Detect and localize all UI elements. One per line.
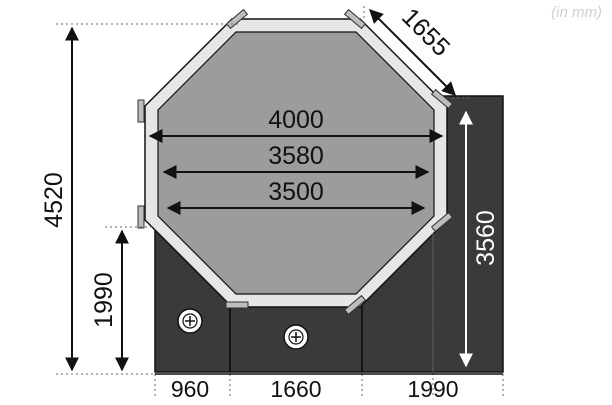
- label-1660: 1660: [270, 376, 321, 400]
- label-1990-bottom: 1990: [407, 376, 458, 400]
- units-note: (in mm): [551, 4, 602, 21]
- label-960: 960: [171, 376, 209, 400]
- hatch-left-icon: [177, 308, 203, 334]
- label-4000: 4000: [268, 106, 324, 134]
- guide-lines: [56, 6, 504, 398]
- label-1655: 1655: [396, 3, 455, 62]
- label-1990-vertical: 1990: [90, 272, 118, 328]
- hatch-middle-icon: [283, 324, 309, 350]
- label-3500: 3500: [268, 178, 324, 206]
- label-3560: 3560: [472, 210, 500, 266]
- label-4520: 4520: [40, 172, 68, 228]
- label-3580: 3580: [268, 142, 324, 170]
- dim-line-1655: [369, 9, 456, 96]
